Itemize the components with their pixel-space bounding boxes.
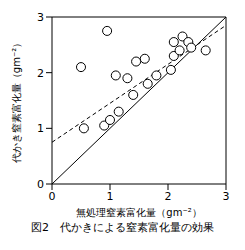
svg-text:無処理窒素富化量（gm⁻²）: 無処理窒素富化量（gm⁻²） bbox=[76, 207, 201, 218]
html-text:図2 代かきによる窒素富化量の効果: 図2 代かきによる窒素富化量の効果 bbox=[31, 221, 214, 234]
svg-text:代かき窒素富化量（gm⁻²）: 代かき窒素富化量（gm⁻²） bbox=[11, 38, 22, 164]
svg-text:3: 3 bbox=[223, 190, 230, 203]
svg-text:1: 1 bbox=[37, 122, 44, 135]
svg-text:1: 1 bbox=[107, 190, 114, 203]
svg-text:3: 3 bbox=[37, 11, 44, 24]
svg-text:2: 2 bbox=[165, 190, 172, 203]
svg-text:0: 0 bbox=[37, 178, 44, 191]
svg-text:0: 0 bbox=[49, 190, 56, 203]
svg-text:2: 2 bbox=[37, 67, 44, 80]
